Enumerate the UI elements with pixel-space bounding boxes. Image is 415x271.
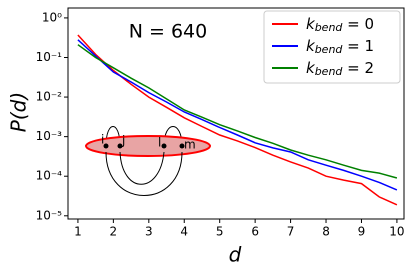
x-tick-label: 4 [180,225,188,239]
plot-frame [67,7,405,220]
inset-diagram [85,126,211,196]
inset-label: i [101,133,104,147]
y-tick-label: 10⁻⁴ [36,169,63,183]
x-tick-label: 3 [145,225,153,239]
y-tick-label: 10⁻³ [36,129,63,143]
x-tick-label: 10 [389,225,404,239]
y-axis-label: P(d) [7,92,31,132]
x-tick-label: 8 [322,225,330,239]
x-tick-label: 2 [110,225,118,239]
x-tick-label: 9 [358,225,366,239]
y-tick-label: 10⁻² [36,90,63,104]
legend-label: kbend = 2 [306,59,374,79]
x-tick-label: 1 [74,225,82,239]
series-line [77,39,398,191]
inset-label: m [184,138,196,152]
x-tick-label: 5 [216,225,224,239]
annotation: N = 640 [129,21,207,43]
series-line [77,44,398,179]
y-tick-label: 10⁰ [42,10,62,24]
legend-label: kbend = 0 [306,15,374,35]
series-line [77,34,398,206]
x-tick-label: 6 [251,225,259,239]
inset-label: j [121,134,125,148]
y-tick-label: 10⁻¹ [36,50,63,64]
inset-label: l [158,136,161,150]
legend-label: kbend = 1 [306,37,374,57]
legend-box [263,10,401,84]
x-tick-label: 7 [287,225,295,239]
y-tick-label: 10⁻⁵ [36,208,63,222]
x-axis-label: d [229,243,242,267]
